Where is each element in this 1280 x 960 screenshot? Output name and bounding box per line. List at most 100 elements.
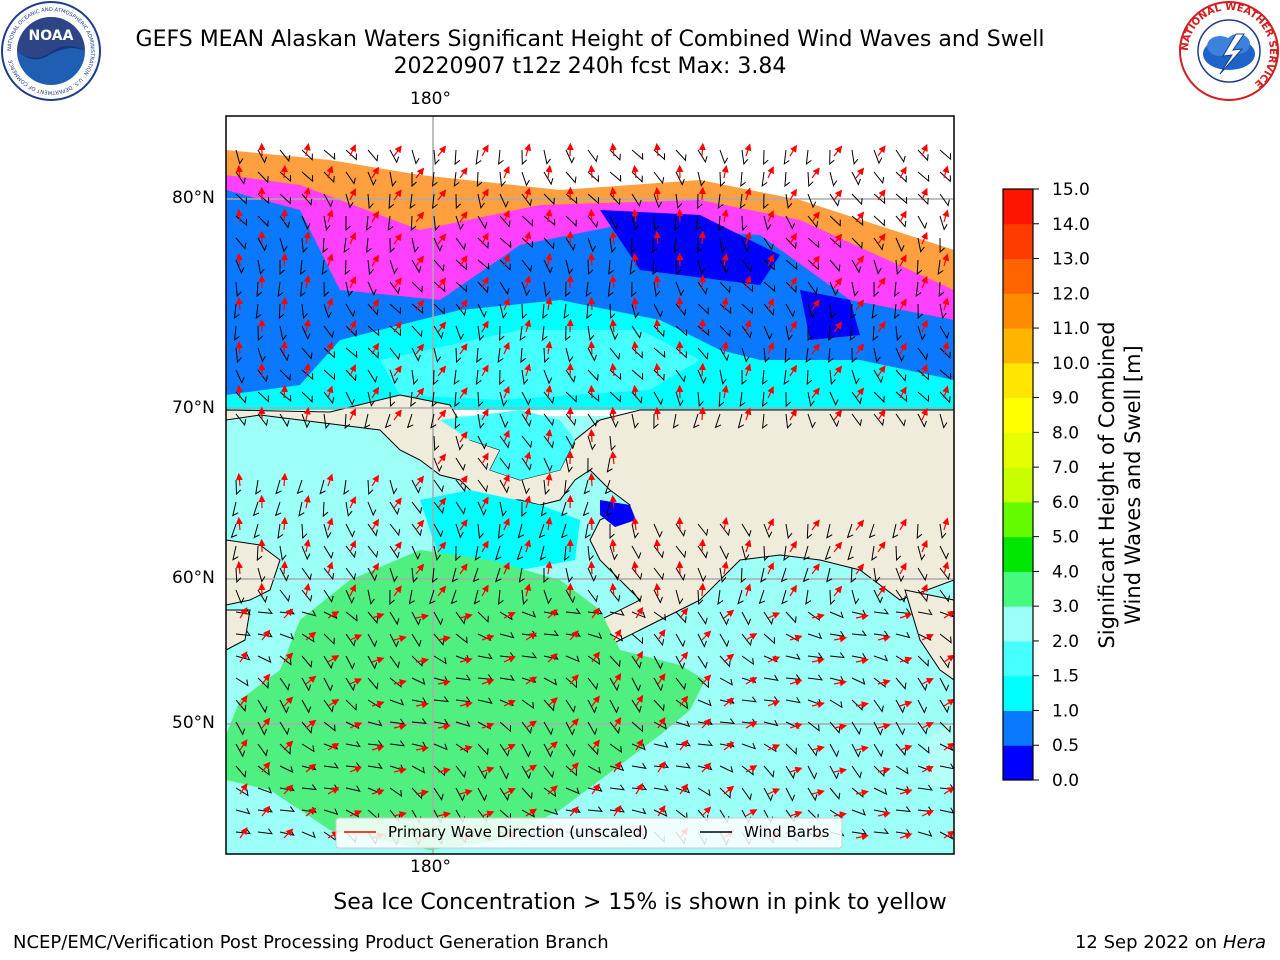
wind-barb [521, 259, 533, 273]
wave-arrow [481, 408, 489, 421]
wind-barb [389, 787, 403, 798]
wind-barb [279, 677, 290, 691]
wave-arrow [349, 364, 356, 377]
wind-barb [345, 655, 355, 670]
wave-arrow [833, 189, 843, 201]
wind-barb [653, 193, 663, 209]
wind-barb [829, 215, 841, 227]
wind-barb [938, 281, 945, 298]
wave-arrow [721, 253, 729, 267]
wave-arrow [789, 364, 797, 377]
wind-barb [323, 171, 335, 184]
wind-barb [565, 787, 580, 795]
wave-arrow [547, 697, 558, 707]
wind-barb [895, 237, 905, 253]
wind-barb [675, 677, 687, 691]
colorbar: 0.0 0.5 1.0 1.5 2.0 3.0 4.0 5.0 6.0 7.0 8.0 9.0 10.0… [1002, 180, 1145, 791]
wind-barb [277, 523, 284, 539]
wave-arrow [525, 632, 537, 641]
wind-barb [431, 171, 438, 187]
wind-barb [697, 325, 710, 337]
wind-barb [697, 589, 704, 606]
wave-arrow [631, 164, 639, 179]
wave-arrow [349, 276, 356, 289]
wind-barb [472, 567, 480, 583]
wind-barb [608, 259, 614, 275]
wind-barb [279, 193, 291, 205]
wind-barb [389, 611, 400, 626]
wave-arrow [545, 252, 553, 267]
wind-barb [807, 259, 819, 271]
wave-arrow [305, 763, 317, 773]
wind-barb [301, 413, 311, 429]
wind-barb [587, 193, 599, 205]
wind-barb [477, 479, 488, 493]
wave-arrow [545, 164, 553, 179]
wave-arrow [545, 516, 553, 531]
wave-arrow [481, 584, 489, 597]
wave-arrow [767, 700, 781, 707]
wave-arrow [415, 745, 429, 753]
wind-barb [895, 631, 911, 639]
wave-arrow [877, 810, 891, 818]
wind-barb [805, 347, 812, 363]
wind-barb [851, 630, 867, 637]
wind-barb [873, 721, 884, 736]
wave-arrow [545, 428, 553, 443]
wind-barb [631, 149, 644, 161]
wind-barb [873, 699, 884, 713]
wave-arrow [481, 722, 495, 730]
wind-barb [235, 567, 242, 584]
wind-barb [499, 237, 512, 249]
wave-arrow [503, 429, 510, 443]
wave-arrow [283, 608, 294, 619]
wind-barb [609, 391, 621, 403]
colorbar-cell [1003, 432, 1033, 468]
wind-barb [785, 303, 796, 318]
wind-barb [829, 611, 844, 619]
wind-barb [763, 149, 769, 166]
wind-barb [411, 281, 423, 294]
wind-barb [367, 567, 378, 582]
wave-arrow [326, 517, 334, 531]
wave-arrow [811, 789, 825, 797]
wind-barb [675, 545, 687, 559]
wind-barb [895, 699, 906, 714]
wind-barb [455, 479, 467, 493]
wind-barb [739, 193, 746, 209]
wind-barb [345, 677, 356, 692]
wind-barb [802, 567, 810, 583]
wind-barb [939, 325, 950, 340]
wave-arrow [877, 722, 891, 730]
wind-barb [653, 215, 660, 232]
wind-barb [475, 149, 482, 165]
wind-barb [895, 391, 908, 403]
wind-barb [455, 523, 464, 539]
wind-barb [279, 347, 290, 362]
wind-barb [565, 608, 581, 615]
wind-barb [697, 699, 712, 707]
wave-arrow [524, 495, 532, 509]
wind-barb [477, 501, 487, 517]
wave-arrow [371, 474, 380, 487]
wave-arrow [393, 145, 402, 157]
wind-barb [583, 479, 591, 495]
wave-arrow [811, 167, 820, 179]
wind-barb [301, 325, 311, 340]
wind-barb [455, 347, 462, 364]
wave-arrow [942, 253, 950, 267]
wave-arrow [371, 254, 380, 267]
wind-barb [235, 171, 246, 185]
wind-barb [826, 567, 833, 583]
wind-barb [892, 523, 899, 539]
wave-arrow [591, 783, 600, 795]
wind-barb [851, 259, 862, 274]
wind-barb [609, 347, 621, 361]
wave-arrow [942, 341, 950, 355]
wind-barb [873, 828, 889, 835]
wind-barb [609, 677, 620, 692]
wave-arrow [459, 563, 468, 575]
wind-barb [389, 479, 398, 495]
wave-arrow [767, 210, 774, 223]
wave-arrow [609, 538, 617, 553]
